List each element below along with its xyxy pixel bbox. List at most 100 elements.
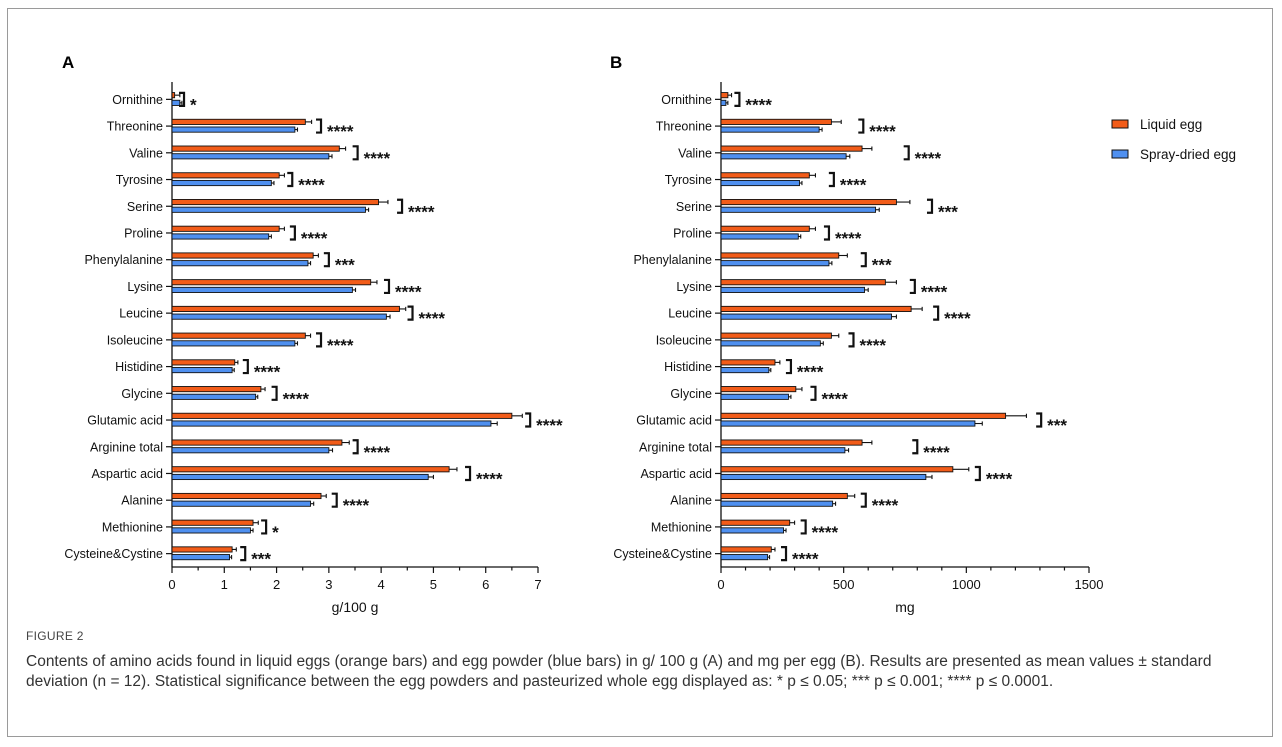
panel-b-significance-bracket xyxy=(860,492,867,508)
panel-a-bar-spray-dried-egg xyxy=(171,260,309,267)
panel-b-significance-bracket xyxy=(974,465,981,482)
panel-a-significance-label: **** xyxy=(364,443,391,462)
panel-a-x-tick-label: 2 xyxy=(273,577,280,592)
panel-a-bar-liquid-egg xyxy=(171,439,343,446)
panel-b-significance-label: **** xyxy=(797,363,824,382)
panel-b-bar-liquid-egg xyxy=(720,492,848,500)
panel-a-category-label: Lysine xyxy=(127,280,163,294)
panel-a-category-label: Serine xyxy=(127,200,163,214)
panel-a-significance-bracket xyxy=(271,385,278,401)
panel-b-significance-label: **** xyxy=(745,95,772,114)
panel-a-category-label: Leucine xyxy=(119,307,163,321)
panel-a-x-tick-label: 3 xyxy=(325,577,332,592)
panel-b-significance-label: **** xyxy=(923,443,950,462)
panel-b-category-label: Ornithine xyxy=(661,93,712,107)
panel-a-bar-spray-dried-egg xyxy=(171,393,257,400)
panel-a-bar-spray-dried-egg xyxy=(171,473,429,481)
panel-a-bar-liquid-egg xyxy=(171,252,314,259)
panel-a-bar-liquid-egg xyxy=(171,386,262,393)
panel-b-bar-spray-dried-egg xyxy=(720,340,821,347)
panel-a-bar-spray-dried-egg xyxy=(171,367,233,374)
panel-a-category-label: Cysteine&Cystine xyxy=(64,547,163,561)
panel-b-category-label: Tyrosine xyxy=(665,173,712,187)
panel-b-bar-liquid-egg xyxy=(720,519,791,526)
panel-a-significance-label: *** xyxy=(335,256,355,275)
panel-b-x-tick-label: 0 xyxy=(717,577,724,592)
panel-b-significance-label: **** xyxy=(915,149,942,168)
panel-a-label: A xyxy=(62,53,74,72)
panel-a-bar-spray-dried-egg xyxy=(171,554,230,561)
panel-b-bar-spray-dried-egg xyxy=(720,260,830,267)
panel-b-x-tick-label: 1500 xyxy=(1075,577,1104,592)
panel-a-bar-spray-dried-egg xyxy=(171,340,296,347)
panel-a-bar-spray-dried-egg xyxy=(171,420,492,427)
panel-a-category-label: Arginine total xyxy=(90,440,163,454)
panel-a-bar-liquid-egg xyxy=(171,492,322,500)
panel-b-significance-bracket xyxy=(800,519,807,535)
panel-b-significance-bracket xyxy=(912,439,919,455)
panel-b-significance-label: **** xyxy=(986,469,1013,488)
panel-a-significance-bracket xyxy=(465,465,472,482)
panel-b-bar-liquid-egg xyxy=(720,546,772,553)
panel-b-significance-bracket xyxy=(860,252,867,268)
panel-a-significance-bracket xyxy=(316,118,323,134)
panel-a-significance-label: **** xyxy=(298,176,325,195)
panel-a-significance-label: **** xyxy=(327,122,354,141)
panel-b-significance-bracket xyxy=(785,358,793,375)
panel-b-category-label: Arginine total xyxy=(639,440,712,454)
panel-b-bar-liquid-egg xyxy=(720,386,797,393)
panel-a-bar-liquid-egg xyxy=(171,412,513,419)
panel-b-bar-spray-dried-egg xyxy=(720,447,846,454)
panel-b-category-label: Glycine xyxy=(670,387,712,401)
panel-a-category-label: Phenylalanine xyxy=(84,253,163,267)
panel-b-bar-spray-dried-egg xyxy=(720,153,847,160)
panel-b-category-label: Glutamic acid xyxy=(636,414,712,428)
panel-a-significance-bracket xyxy=(407,305,414,321)
panel-b-bar-spray-dried-egg xyxy=(720,420,976,427)
panel-a-significance-label: **** xyxy=(283,389,310,408)
panel-b-bar-spray-dried-egg xyxy=(720,393,789,400)
legend-swatch-liquid-egg xyxy=(1111,119,1129,129)
panel-a-significance-bracket xyxy=(352,439,359,455)
panel-a-category-label: Methionine xyxy=(102,520,163,534)
panel-a-category-label: Glycine xyxy=(121,387,163,401)
panel-b-bar-spray-dried-egg xyxy=(720,126,820,133)
panel-b-category-label: Isoleucine xyxy=(656,333,712,347)
panel-b-bar-liquid-egg xyxy=(720,279,886,286)
panel-a-x-tick-label: 5 xyxy=(430,577,437,592)
panel-a-bar-spray-dried-egg xyxy=(171,313,387,320)
panel-b-bar-liquid-egg xyxy=(720,172,810,179)
panel-a-significance-label: *** xyxy=(251,550,271,569)
panel-b-bar-spray-dried-egg xyxy=(720,179,800,187)
panel-a-significance-bracket xyxy=(261,519,268,535)
panel-b-category-label: Cysteine&Cystine xyxy=(613,547,712,561)
panel-b-bar-spray-dried-egg xyxy=(720,206,877,213)
panel-b-bar-spray-dried-egg xyxy=(720,473,927,481)
panel-a-significance-bracket xyxy=(352,145,359,161)
panel-a-significance-label: **** xyxy=(327,336,354,355)
panel-b-significance-bracket xyxy=(909,278,916,295)
panel-a-x-tick-label: 6 xyxy=(482,577,489,592)
panel-a-significance-label: **** xyxy=(254,363,281,382)
panel-b-category-label: Lysine xyxy=(676,280,712,294)
panel-a-bar-spray-dried-egg xyxy=(171,500,312,507)
panel-a-bar-spray-dried-egg xyxy=(171,233,270,240)
panel-b-significance-bracket xyxy=(781,546,788,562)
panel-b-bar-spray-dried-egg xyxy=(720,313,892,320)
panel-a-bar-liquid-egg xyxy=(171,145,340,152)
panel-b-bar-liquid-egg xyxy=(720,359,776,366)
panel-b-category-label: Aspartic acid xyxy=(640,467,712,481)
panel-b-bar-liquid-egg xyxy=(720,332,832,339)
panel-b-significance-bracket xyxy=(823,225,831,241)
panel-a-category-label: Ornithine xyxy=(112,93,163,107)
panel-a-significance-label: **** xyxy=(419,309,446,328)
panel-a-significance-bracket xyxy=(240,546,247,562)
panel-a-bar-liquid-egg xyxy=(171,92,176,99)
panel-a-significance-label: **** xyxy=(301,229,328,248)
panel-a-bar-spray-dried-egg xyxy=(171,153,330,160)
panel-b-significance-bracket xyxy=(933,305,940,321)
panel-b-bar-liquid-egg xyxy=(720,466,954,473)
panel-a-bar-liquid-egg xyxy=(171,466,450,473)
panel-a-bar-liquid-egg xyxy=(171,332,306,339)
panel-b-bar-spray-dried-egg xyxy=(720,554,769,561)
